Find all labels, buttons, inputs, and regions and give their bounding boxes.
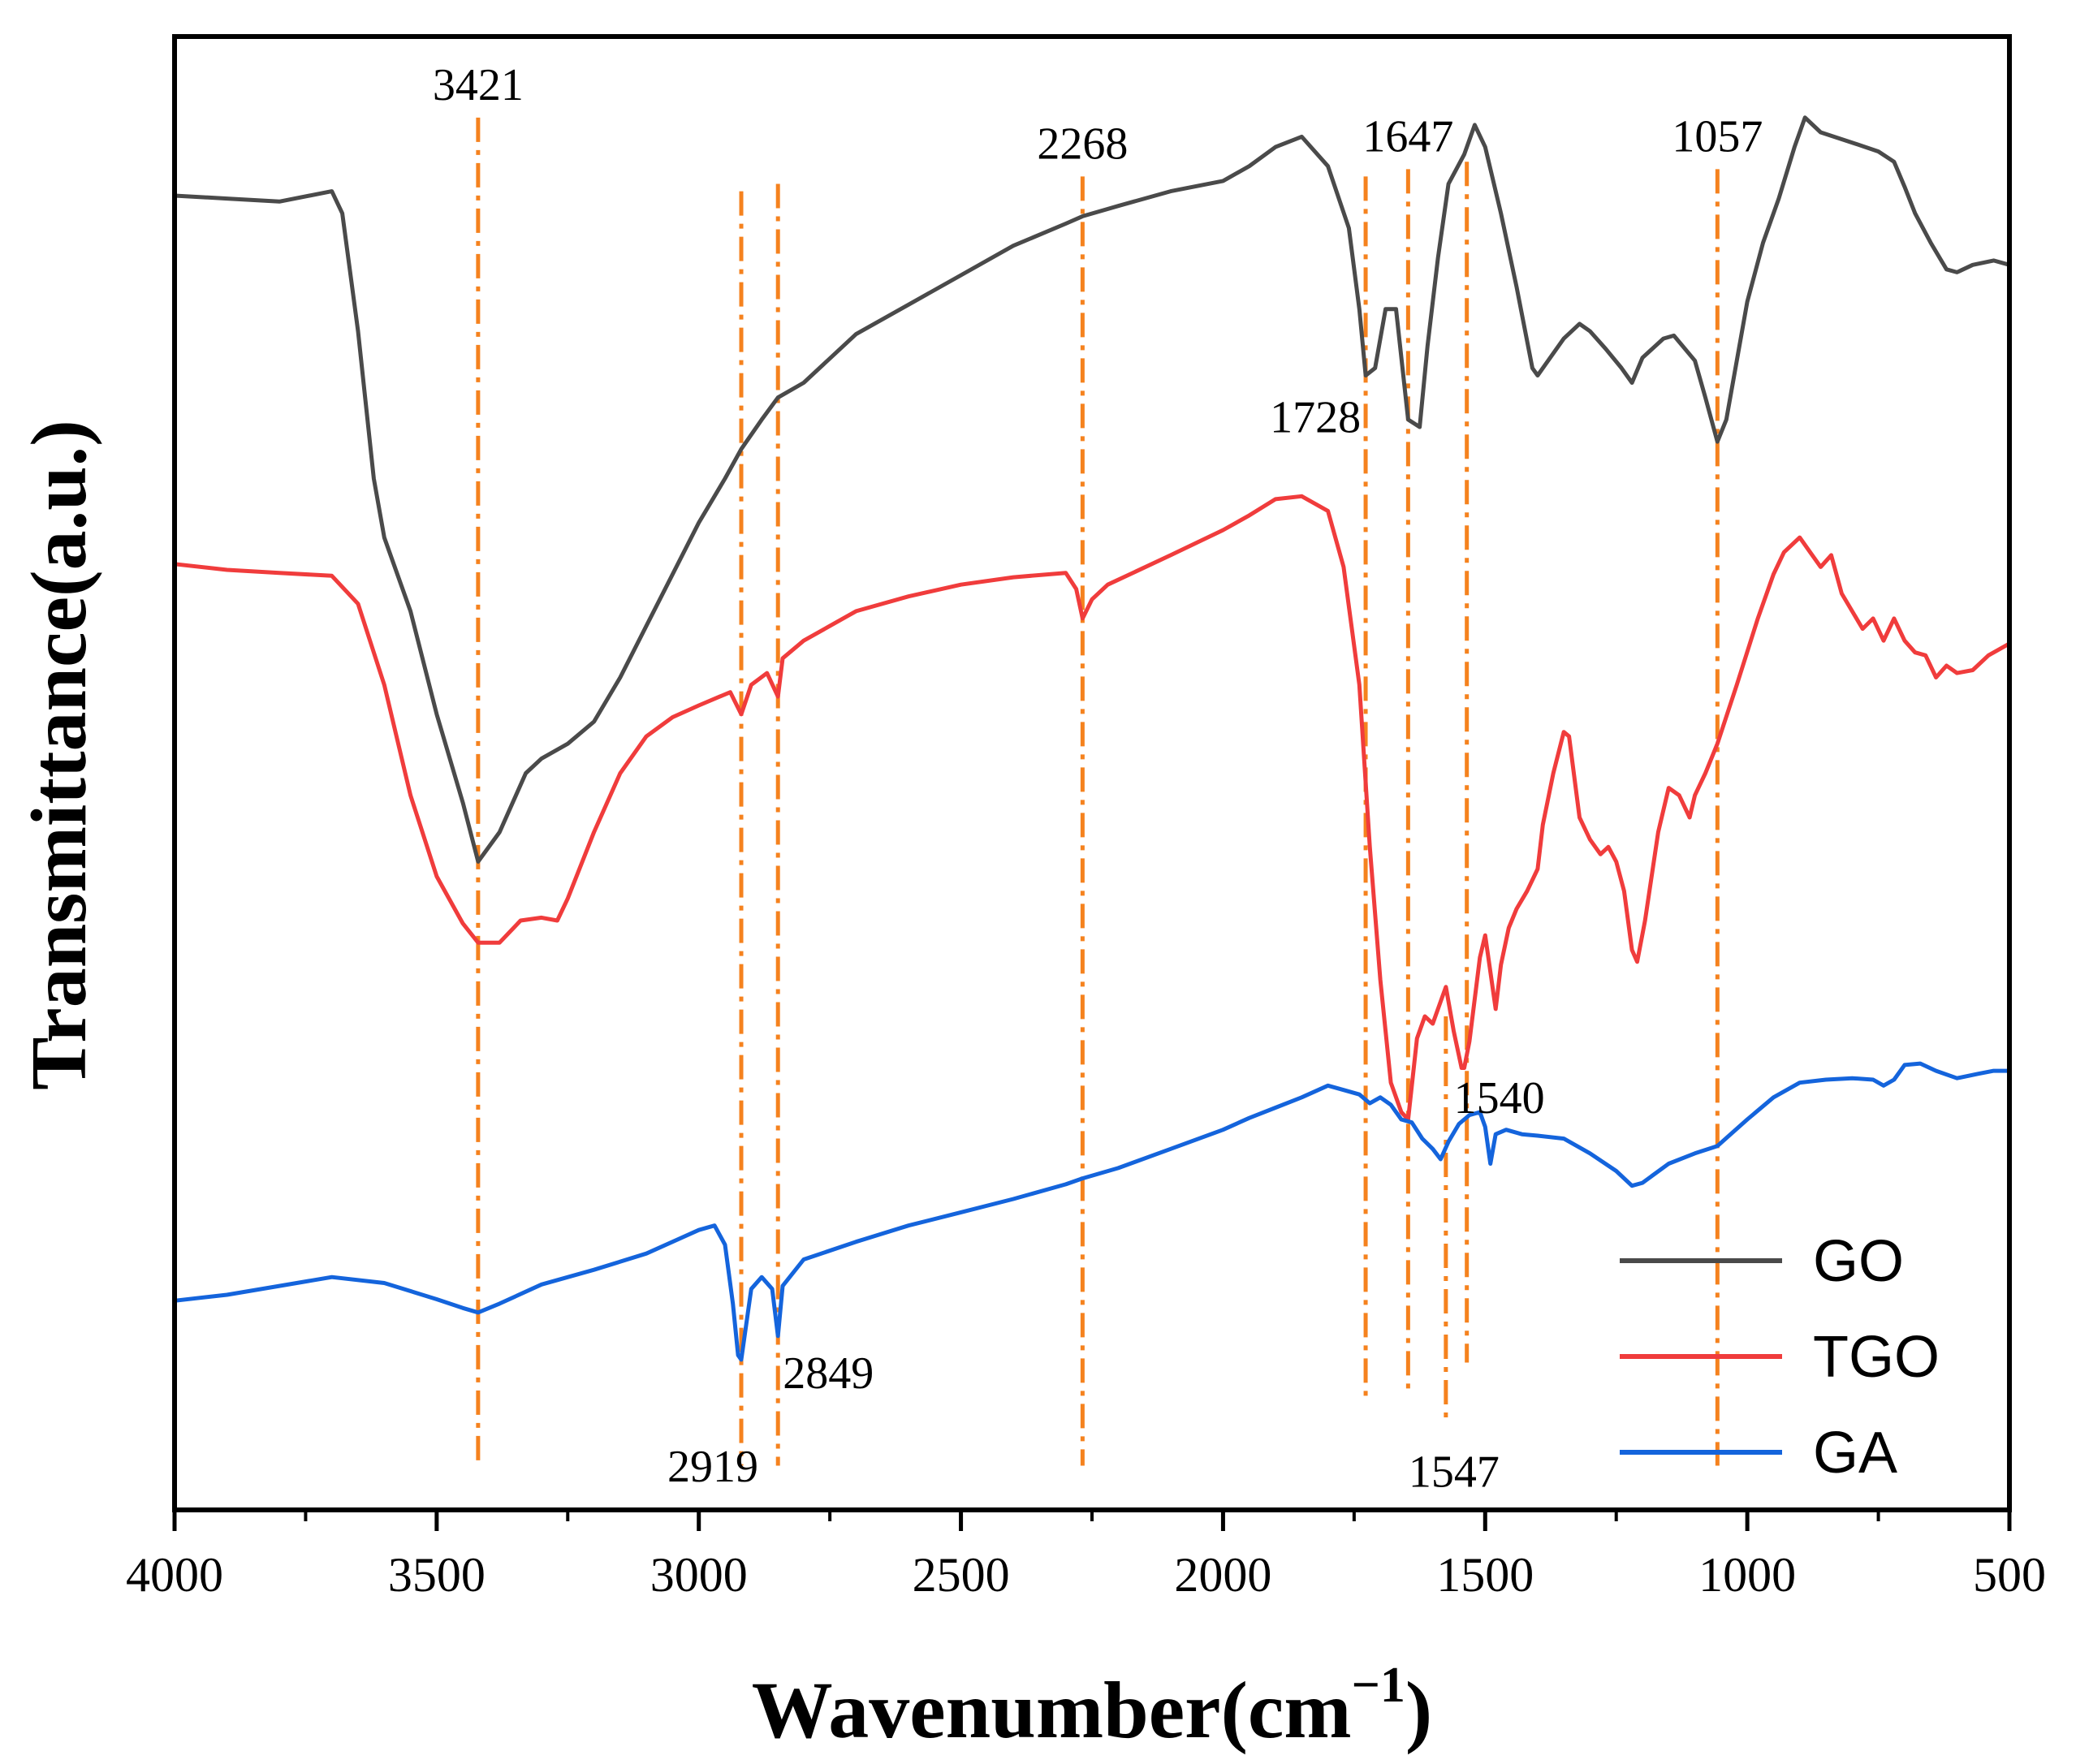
series-layer — [172, 115, 2012, 1362]
peak-label-1540: 1540 — [1454, 1073, 1545, 1124]
legend-label-tgo: TGO — [1813, 1325, 1940, 1390]
x-tick-label: 3000 — [650, 1548, 748, 1602]
x-tick-label: 1500 — [1436, 1548, 1534, 1602]
peak-label-1057: 1057 — [1672, 111, 1763, 162]
x-tick-label: 2500 — [913, 1548, 1010, 1602]
annotations: 3421 2919 2849 2268 1728 1647 1547 1540 1057 — [433, 60, 1763, 1498]
peak-label-2268: 2268 — [1037, 119, 1128, 169]
peak-label-1647: 1647 — [1362, 111, 1453, 162]
x-tick-label: 2000 — [1174, 1548, 1271, 1602]
x-tick-label: 500 — [1973, 1548, 2046, 1602]
legend-label-ga: GA — [1813, 1421, 1897, 1486]
x-axis-title-close: ) — [1405, 1665, 1432, 1755]
x-axis-title-superscript: −1 — [1352, 1658, 1405, 1713]
y-axis-title: Transmittance(a.u.) — [15, 420, 103, 1090]
legend-label-go: GO — [1813, 1229, 1904, 1294]
peak-label-1728: 1728 — [1270, 392, 1361, 442]
peak-label-1547: 1547 — [1409, 1447, 1500, 1498]
peak-label-3421: 3421 — [433, 60, 524, 110]
x-axis-title-main: Wavenumber(cm — [752, 1665, 1352, 1755]
legend: GO TGO GA — [1620, 1229, 1940, 1486]
series-line-ga — [172, 1061, 2012, 1362]
x-axis: 4000 3500 3000 2500 2000 1500 1000 500 — [126, 1510, 2046, 1602]
x-tick-label: 1000 — [1698, 1548, 1796, 1602]
x-tick-label: 3500 — [388, 1548, 486, 1602]
peak-label-2919: 2919 — [667, 1442, 758, 1492]
peak-label-2849: 2849 — [783, 1348, 874, 1399]
series-line-go — [172, 115, 2012, 864]
x-tick-label: 4000 — [126, 1548, 223, 1602]
series-line-tgo — [172, 494, 2012, 1122]
x-axis-title: Wavenumber(cm−1) — [752, 1658, 1432, 1755]
